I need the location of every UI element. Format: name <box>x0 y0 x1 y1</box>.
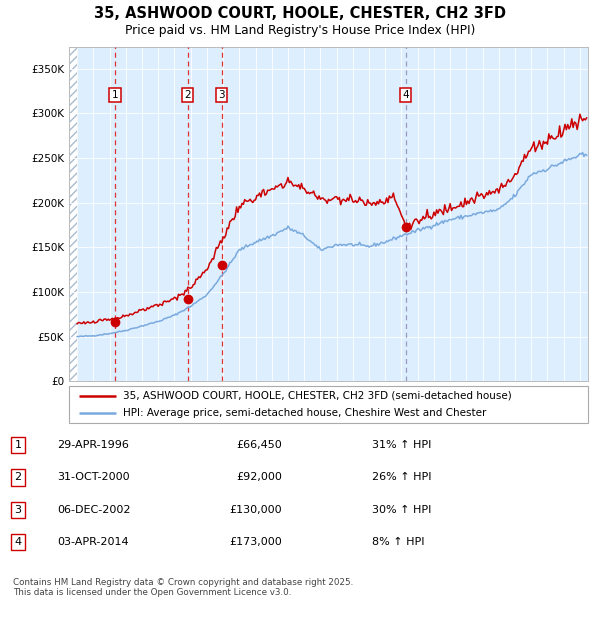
Text: 26% ↑ HPI: 26% ↑ HPI <box>372 472 431 482</box>
Text: £92,000: £92,000 <box>236 472 282 482</box>
Text: 35, ASHWOOD COURT, HOOLE, CHESTER, CH2 3FD (semi-detached house): 35, ASHWOOD COURT, HOOLE, CHESTER, CH2 3… <box>124 391 512 401</box>
Text: 1: 1 <box>14 440 22 450</box>
Text: £173,000: £173,000 <box>229 537 282 547</box>
Text: 31% ↑ HPI: 31% ↑ HPI <box>372 440 431 450</box>
Text: 2: 2 <box>14 472 22 482</box>
Text: Price paid vs. HM Land Registry's House Price Index (HPI): Price paid vs. HM Land Registry's House … <box>125 24 475 37</box>
Text: 03-APR-2014: 03-APR-2014 <box>57 537 128 547</box>
Text: 4: 4 <box>14 537 22 547</box>
Text: 3: 3 <box>14 505 22 515</box>
Text: 4: 4 <box>402 90 409 100</box>
Text: HPI: Average price, semi-detached house, Cheshire West and Chester: HPI: Average price, semi-detached house,… <box>124 408 487 418</box>
FancyBboxPatch shape <box>69 386 588 423</box>
Text: 29-APR-1996: 29-APR-1996 <box>57 440 129 450</box>
Text: 35, ASHWOOD COURT, HOOLE, CHESTER, CH2 3FD: 35, ASHWOOD COURT, HOOLE, CHESTER, CH2 3… <box>94 6 506 21</box>
Bar <box>69 46 77 381</box>
Text: 3: 3 <box>218 90 225 100</box>
Text: 31-OCT-2000: 31-OCT-2000 <box>57 472 130 482</box>
Text: 06-DEC-2002: 06-DEC-2002 <box>57 505 131 515</box>
Text: Contains HM Land Registry data © Crown copyright and database right 2025.
This d: Contains HM Land Registry data © Crown c… <box>13 578 353 597</box>
Text: 2: 2 <box>185 90 191 100</box>
Text: 1: 1 <box>112 90 118 100</box>
Text: £66,450: £66,450 <box>236 440 282 450</box>
Text: £130,000: £130,000 <box>229 505 282 515</box>
Text: 30% ↑ HPI: 30% ↑ HPI <box>372 505 431 515</box>
Text: 8% ↑ HPI: 8% ↑ HPI <box>372 537 425 547</box>
